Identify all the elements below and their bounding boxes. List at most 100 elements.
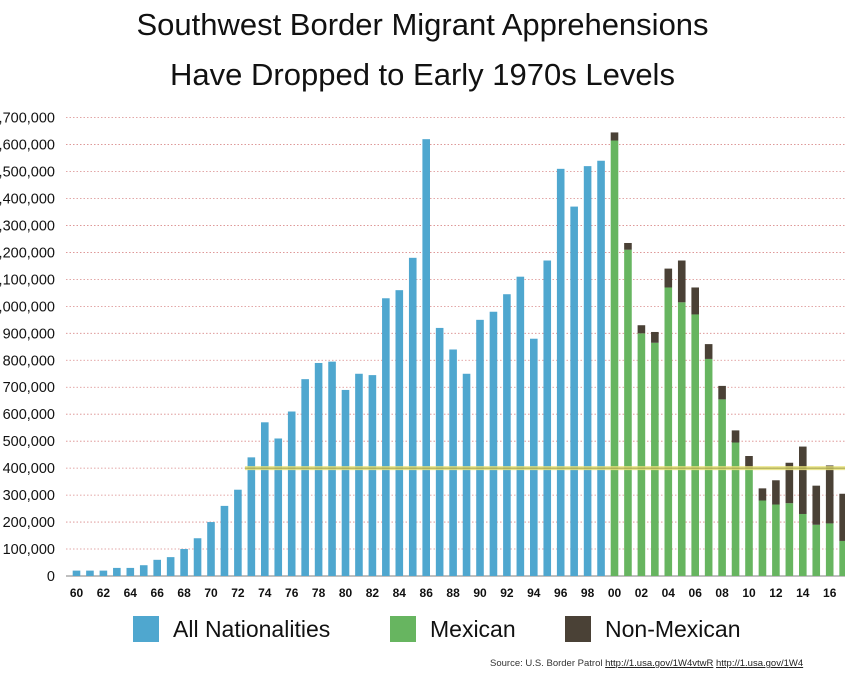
bar-non-mexican xyxy=(799,446,807,514)
bar-mexican xyxy=(664,287,673,576)
x-tick-label: 62 xyxy=(97,586,111,600)
bar-all-nationalities xyxy=(489,311,498,576)
x-tick-label: 86 xyxy=(420,586,434,600)
y-axis-tick-labels: 0 100,000 200,000 300,000 400,000 500,000 600,… xyxy=(0,111,55,585)
x-tick-label: 82 xyxy=(366,586,380,600)
x-tick-label: 16 xyxy=(823,586,837,600)
bar-non-mexican xyxy=(772,480,780,505)
source-link-2[interactable]: http://1.usa.gov/1W4 xyxy=(716,658,804,669)
x-tick-label: 90 xyxy=(473,586,487,600)
legend-item-mexican: Mexican xyxy=(390,611,516,647)
x-tick-label: 74 xyxy=(258,586,272,600)
bar-mexican xyxy=(731,442,740,576)
bars xyxy=(72,132,845,577)
y-tick-label: 1,400,000 xyxy=(0,191,55,207)
bar-non-mexican xyxy=(745,456,753,469)
x-tick-label: 66 xyxy=(151,586,165,600)
bar-all-nationalities xyxy=(476,319,484,576)
bar-mexican xyxy=(772,504,780,576)
y-tick-label: 1,000,000 xyxy=(0,299,55,315)
bar-all-nationalities xyxy=(556,168,565,576)
bar-all-nationalities xyxy=(247,457,256,576)
bar-all-nationalities xyxy=(570,206,578,576)
bar-all-nationalities xyxy=(153,559,161,576)
bar-mexican xyxy=(610,140,619,576)
x-tick-label: 88 xyxy=(446,586,460,600)
y-tick-label: 1,500,000 xyxy=(0,165,55,181)
legend-label-mexican: Mexican xyxy=(430,615,516,642)
bar-non-mexican xyxy=(718,385,726,400)
bar-all-nationalities xyxy=(435,327,444,576)
bar-all-nationalities xyxy=(113,567,121,576)
x-tick-label: 94 xyxy=(527,586,541,600)
apprehensions-bar-chart: 0 100,000 200,000 300,000 400,000 500,000 600,… xyxy=(0,111,845,600)
bar-mexican xyxy=(812,524,821,576)
bar-all-nationalities xyxy=(449,349,457,576)
x-tick-label: 84 xyxy=(393,586,407,600)
bar-all-nationalities xyxy=(126,567,135,576)
bar-all-nationalities xyxy=(516,276,525,576)
x-tick-label: 92 xyxy=(500,586,514,600)
bar-all-nationalities xyxy=(301,379,309,576)
bar-all-nationalities xyxy=(597,160,605,576)
x-tick-label: 64 xyxy=(124,586,138,600)
bar-all-nationalities xyxy=(395,290,404,576)
legend: All Nationalities Mexican Non-Mexican xyxy=(0,611,845,647)
bar-mexican xyxy=(651,342,659,576)
x-tick-label: 00 xyxy=(608,586,622,600)
source-link-1[interactable]: http://1.usa.gov/1W4vtwR xyxy=(605,658,714,669)
bar-all-nationalities xyxy=(166,557,175,576)
y-tick-label: 800,000 xyxy=(3,353,55,369)
x-axis-tick-labels: 60 62 64 66 68 70 72 74 76 78 80 82 84 86 88 90 92 94 96 98… xyxy=(70,586,837,600)
chart-title-line-1: Southwest Border Migrant Apprehensions xyxy=(136,7,709,42)
bar-mexican xyxy=(624,249,632,577)
y-tick-label: 400,000 xyxy=(3,461,55,477)
y-tick-label: 100,000 xyxy=(3,542,55,558)
bar-mexican xyxy=(745,468,753,576)
bar-all-nationalities xyxy=(220,505,229,576)
source-note: Source: U.S. Border Patrol http://1.usa.… xyxy=(490,658,803,669)
legend-swatch-all-nationalities xyxy=(133,616,159,642)
legend-label-non-mexican: Non-Mexican xyxy=(605,615,741,642)
bar-non-mexican xyxy=(731,430,740,443)
legend-label-all-nationalities: All Nationalities xyxy=(173,615,331,642)
bar-non-mexican xyxy=(825,465,834,524)
bar-non-mexican xyxy=(704,344,713,359)
bar-mexican xyxy=(825,523,834,576)
x-tick-label: 80 xyxy=(339,586,353,600)
bar-mexican xyxy=(677,302,686,576)
y-tick-label: 600,000 xyxy=(3,407,55,423)
y-tick-label: 200,000 xyxy=(3,515,55,531)
bar-non-mexican xyxy=(812,485,821,525)
x-tick-label: 76 xyxy=(285,586,299,600)
y-tick-label: 500,000 xyxy=(3,434,55,450)
bar-non-mexican xyxy=(691,287,699,315)
bar-mexican xyxy=(637,333,646,576)
y-tick-label: 1,700,000 xyxy=(0,111,55,127)
y-tick-label: 0 xyxy=(47,569,55,585)
y-tick-label: 700,000 xyxy=(3,380,55,396)
x-tick-label: 68 xyxy=(177,586,191,600)
bar-all-nationalities xyxy=(72,570,81,576)
x-tick-label: 78 xyxy=(312,586,326,600)
bar-all-nationalities xyxy=(583,166,592,576)
bar-all-nationalities xyxy=(261,422,269,576)
chart-title-line-2: Have Dropped to Early 1970s Levels xyxy=(170,57,675,92)
source-prefix: Source: U.S. Border Patrol xyxy=(490,658,603,669)
bar-all-nationalities xyxy=(193,538,202,576)
y-tick-label: 1,300,000 xyxy=(0,218,55,234)
legend-item-non-mexican: Non-Mexican xyxy=(565,611,741,647)
bar-non-mexican xyxy=(677,260,686,303)
y-tick-label: 300,000 xyxy=(3,488,55,504)
bar-non-mexican xyxy=(839,493,845,541)
bar-all-nationalities xyxy=(543,260,552,576)
bar-all-nationalities xyxy=(139,565,148,576)
y-tick-label: 1,100,000 xyxy=(0,272,55,288)
x-tick-label: 02 xyxy=(635,586,649,600)
x-tick-label: 60 xyxy=(70,586,84,600)
bar-all-nationalities xyxy=(408,257,417,576)
bar-non-mexican xyxy=(651,331,659,343)
bar-all-nationalities xyxy=(530,338,538,576)
x-tick-label: 12 xyxy=(769,586,783,600)
bar-all-nationalities xyxy=(287,411,296,576)
